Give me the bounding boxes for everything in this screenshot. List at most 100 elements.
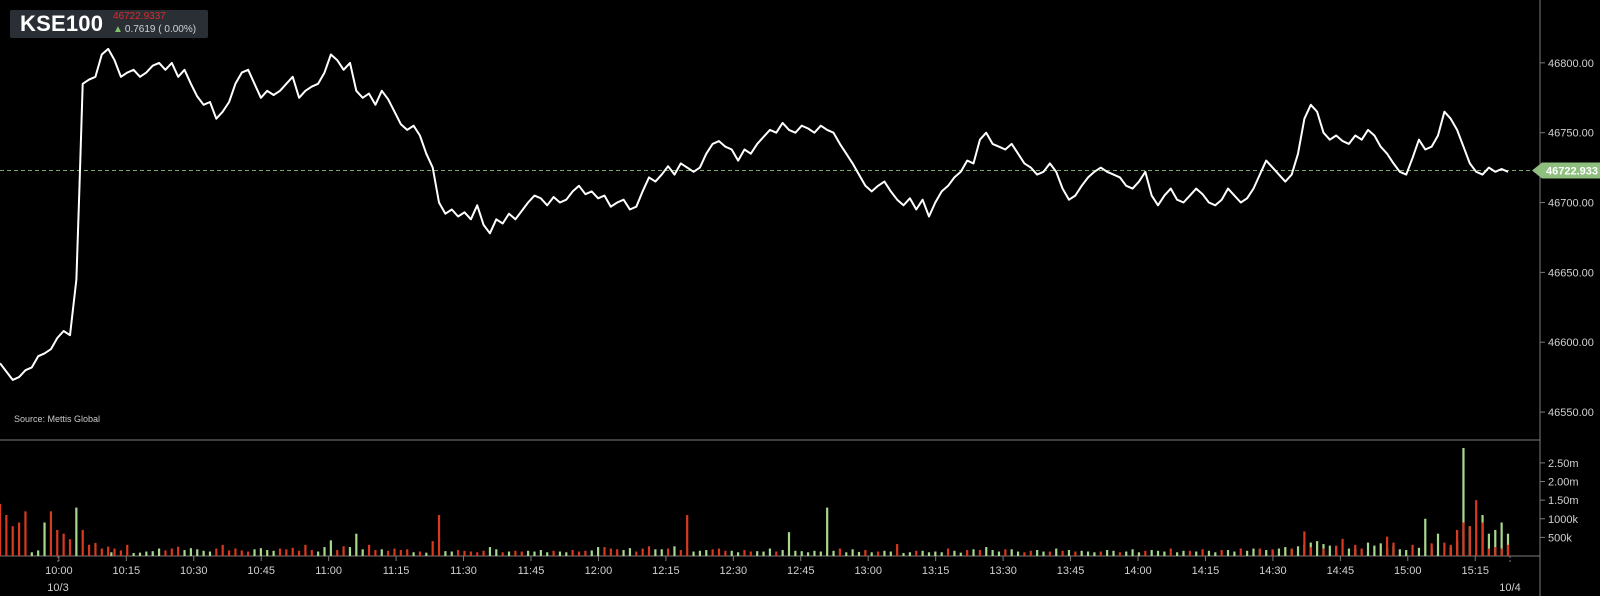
- volume-bar-down: [1386, 536, 1389, 556]
- volume-bar-up: [1417, 547, 1421, 556]
- volume-bar-up: [800, 551, 803, 556]
- volume-bar-up: [889, 551, 892, 556]
- volume-bar-up: [507, 551, 511, 556]
- volume-bar-up: [692, 551, 695, 556]
- volume-bar-up: [189, 548, 192, 556]
- volume-bar-up: [1067, 550, 1071, 556]
- volume-bar-down: [393, 548, 396, 556]
- volume-bar-up: [1398, 549, 1401, 556]
- time-tick-label: 11:00: [315, 565, 342, 577]
- volume-bar-up: [1487, 533, 1491, 556]
- time-tick-label: 13:15: [922, 565, 950, 577]
- volume-bar-up: [444, 551, 447, 556]
- volume-bar-down: [584, 550, 587, 556]
- volume-bar-down: [1309, 547, 1312, 556]
- volume-bar-down: [227, 550, 231, 556]
- volume-bar-up: [1042, 551, 1045, 556]
- volume-bar-down: [1430, 543, 1433, 556]
- price-tick-label: 46550.00: [1548, 407, 1594, 419]
- volume-bar-up: [1252, 548, 1255, 556]
- volume-bar-up: [361, 549, 364, 556]
- volume-bar-down: [482, 550, 485, 556]
- time-tick-label: 14:45: [1327, 565, 1355, 577]
- volume-bar-up: [622, 550, 625, 556]
- volume-bar-down: [1303, 531, 1306, 556]
- volume-bar-down: [1004, 549, 1007, 556]
- volume-bar-down: [81, 529, 84, 556]
- volume-bar-down: [743, 550, 746, 556]
- volume-bar-up: [253, 549, 256, 556]
- volume-bar-up: [145, 551, 148, 556]
- volume-bar-down: [571, 550, 574, 556]
- volume-bar-up: [533, 551, 536, 556]
- time-tick-label: 12:00: [585, 565, 613, 577]
- volume-bar-down: [0, 503, 2, 556]
- volume-bar-up: [1265, 550, 1268, 556]
- volume-bar-down: [1506, 544, 1510, 556]
- price-change: ▲ 0.7619 ( 0.00%): [113, 24, 196, 36]
- volume-bar-up: [813, 550, 816, 556]
- time-tick-label: 13:30: [989, 565, 1017, 577]
- volume-bar-up: [654, 549, 657, 556]
- volume-bar-up: [1424, 518, 1427, 556]
- volume-bar-up: [1500, 522, 1503, 556]
- time-tick-label: 11:45: [518, 565, 545, 577]
- volume-bar-up: [1462, 448, 1465, 556]
- volume-bar-down: [1290, 548, 1293, 556]
- symbol-header: KSE100 46722.9337 ▲ 0.7619 ( 0.00%): [10, 10, 208, 38]
- volume-bar-down: [107, 546, 110, 556]
- volume-series: [0, 448, 1510, 556]
- volume-bar-down: [616, 549, 619, 556]
- volume-bar-up: [1233, 551, 1236, 556]
- volume-bar-up: [495, 549, 498, 556]
- volume-bar-down: [100, 548, 103, 556]
- date-tick-label: 10/3: [47, 582, 68, 594]
- time-tick-label: 15:00: [1394, 565, 1422, 577]
- volume-bar-up: [1207, 550, 1211, 556]
- volume-bar-down: [609, 548, 612, 556]
- volume-bar-up: [1284, 547, 1287, 556]
- volume-bar-up: [756, 551, 759, 556]
- volume-bar-down: [215, 548, 218, 556]
- volume-bar-down: [1144, 550, 1147, 556]
- volume-bar-down: [17, 522, 21, 556]
- volume-bar-down: [457, 550, 460, 556]
- volume-bar-up: [1347, 548, 1351, 556]
- volume-bar-up: [1296, 546, 1300, 556]
- volume-bar-up: [991, 550, 994, 556]
- volume-bar-up: [1016, 551, 1020, 556]
- volume-bar-up: [934, 551, 937, 556]
- volume-bar-down: [310, 550, 313, 556]
- volume-bar-up: [157, 548, 161, 556]
- volume-bar-up: [348, 547, 352, 556]
- volume-bar-up: [794, 550, 797, 556]
- time-tick-label: 11:30: [450, 565, 477, 577]
- volume-bar-down: [1029, 550, 1032, 556]
- volume-bar-up: [927, 552, 931, 556]
- volume-bar-down: [1239, 548, 1242, 556]
- volume-bar-down: [24, 511, 27, 556]
- volume-bar-up: [1379, 543, 1382, 556]
- volume-bar-up: [781, 550, 784, 556]
- volume-bar-up: [762, 551, 765, 556]
- volume-bar-down: [68, 539, 72, 556]
- volume-bar-up: [1246, 550, 1249, 556]
- volume-bar-up: [37, 550, 40, 556]
- volume-bar-down: [278, 548, 282, 556]
- volume-bar-up: [1131, 549, 1134, 556]
- volume-bar-up: [151, 551, 154, 556]
- time-tick-label: 10:30: [180, 565, 208, 577]
- volume-bar-down: [399, 550, 402, 556]
- volume-bar-up: [208, 551, 212, 556]
- volume-bar-up: [1163, 551, 1166, 556]
- volume-bar-up: [628, 548, 632, 556]
- volume-bar-up: [1137, 552, 1141, 556]
- volume-bar-up: [202, 550, 205, 556]
- time-tick-label: 13:45: [1057, 565, 1085, 577]
- volume-bar-down: [1462, 522, 1465, 556]
- volume-tick-label: 500k: [1548, 532, 1572, 544]
- volume-bar-down: [463, 550, 466, 556]
- time-tick-label: 13:00: [854, 565, 882, 577]
- volume-bar-down: [876, 551, 880, 556]
- volume-bar-down: [247, 551, 250, 556]
